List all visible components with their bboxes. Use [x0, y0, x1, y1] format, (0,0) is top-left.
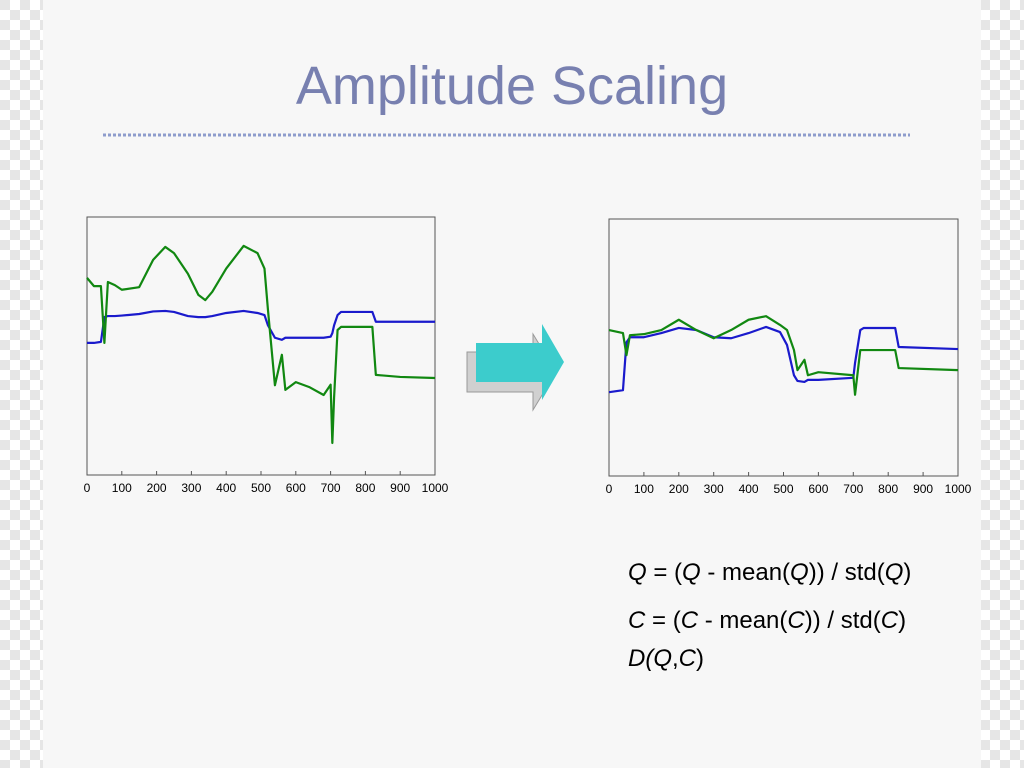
x-tick-label: 1000: [422, 481, 449, 495]
chart: 0 100 200 300 400 500 600 700 800 900 1000: [606, 218, 972, 496]
x-tick-label: 900: [390, 481, 410, 495]
x-tick-label: 0: [84, 481, 91, 495]
x-tick-label: 100: [634, 482, 654, 496]
equations: Q = (Q - mean(Q)) / std(Q)C = (C - mean(…: [628, 559, 911, 672]
equation-part: ): [903, 559, 911, 586]
x-tick-label: 400: [216, 481, 236, 495]
series-line: [86, 244, 436, 445]
equation-part: )) / std(: [809, 559, 885, 586]
chart: 0 100 200 300 400 500 600 700 800 900 1000: [84, 216, 449, 495]
equation-part: C: [881, 607, 899, 634]
equation-part: ): [696, 645, 704, 672]
equation-part: C: [681, 607, 699, 634]
equation-part: )) / std(: [805, 607, 881, 634]
equation: Q = (Q - mean(Q)) / std(Q): [628, 559, 911, 586]
equation-part: = (: [647, 559, 682, 586]
x-tick-label: 700: [843, 482, 863, 496]
equation-part: - mean(: [698, 607, 787, 634]
equation-part: ,: [672, 645, 679, 672]
equation-part: Q: [790, 559, 809, 586]
x-tick-label: 900: [913, 482, 933, 496]
x-tick-label: 500: [773, 482, 793, 496]
equation-part: Q: [628, 559, 647, 586]
x-tick-label: 0: [606, 482, 613, 496]
x-tick-label: 400: [739, 482, 759, 496]
equation-part: D(Q: [628, 645, 672, 672]
plot-area: [86, 216, 436, 476]
x-tick-label: 300: [704, 482, 724, 496]
x-tick-label: 800: [355, 481, 375, 495]
x-tick-label: 200: [669, 482, 689, 496]
series-line: [608, 315, 959, 396]
x-tick-label: 800: [878, 482, 898, 496]
equation-part: C: [787, 607, 805, 634]
equation: D(Q,C): [628, 645, 704, 672]
equation-part: Q: [682, 559, 701, 586]
equation-part: C: [628, 607, 646, 634]
x-tick-label: 200: [147, 481, 167, 495]
equation-part: C: [679, 645, 697, 672]
equation-part: Q: [885, 559, 904, 586]
x-tick-label: 100: [112, 481, 132, 495]
arrow: [466, 324, 564, 412]
slide-title: Amplitude Scaling: [296, 56, 728, 116]
x-tick-label: 500: [251, 481, 271, 495]
series-line: [608, 325, 959, 394]
equation-part: = (: [645, 607, 680, 634]
series-line: [87, 309, 435, 345]
x-tick-label: 600: [286, 481, 306, 495]
equation: C = (C - mean(C)) / std(C): [628, 607, 906, 634]
x-tick-label: 300: [181, 481, 201, 495]
x-tick-label: 1000: [945, 482, 972, 496]
equation-part: ): [898, 607, 906, 634]
x-tick-label: 700: [321, 481, 341, 495]
x-tick-label: 600: [808, 482, 828, 496]
equation-part: - mean(: [701, 559, 790, 586]
